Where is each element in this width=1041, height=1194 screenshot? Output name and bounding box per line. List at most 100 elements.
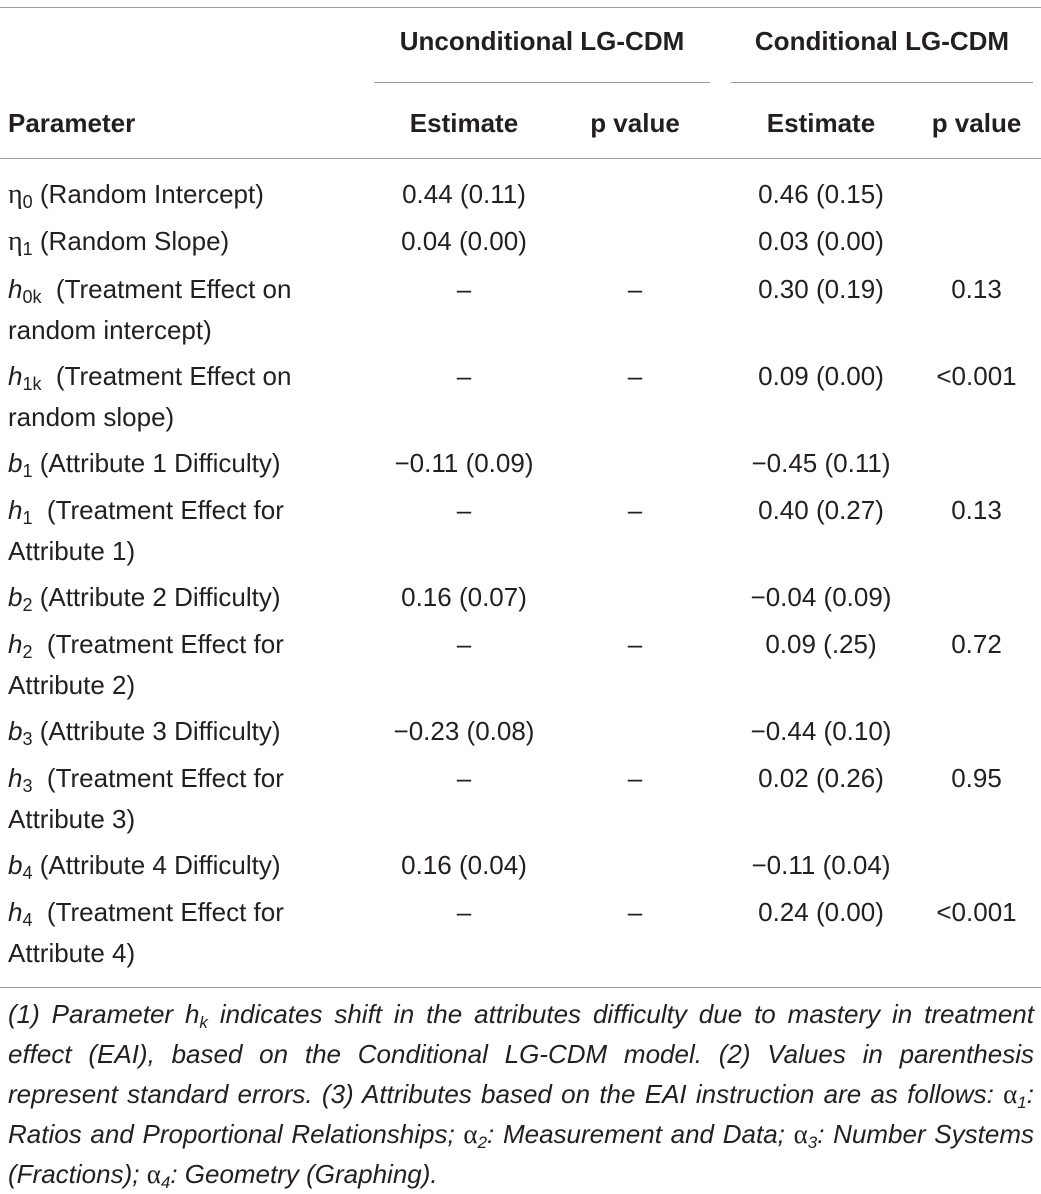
parameter-symbol-letter: b	[8, 850, 23, 880]
pvalue-conditional-cell: <0.001	[936, 897, 1017, 927]
parameter-symbol: b	[8, 850, 22, 881]
estimate-unconditional-cell: 0.16 (0.07)	[401, 582, 527, 612]
parameter-subscript: 1	[22, 239, 33, 259]
parameter-description: (Treatment Effect on random slope)	[8, 361, 299, 432]
parameter-subscript: 4	[22, 863, 33, 883]
parameter-symbol: h	[8, 274, 22, 305]
parameter-symbol-letter: h	[8, 274, 23, 304]
parameter-cell: b1 (Attribute 1 Difficulty)	[8, 443, 348, 484]
parameter-symbol: η	[8, 226, 23, 257]
parameter-cell: h2 (Treatment Effect for Attribute 2)	[8, 624, 348, 705]
estimate-unconditional-cell: −0.23 (0.08)	[393, 716, 535, 746]
estimate-conditional-cell: −0.45 (0.11)	[751, 448, 891, 478]
parameter-subscript: 4	[22, 910, 33, 930]
parameter-symbol-letter: h	[8, 897, 23, 927]
header-pvalue-unconditional: p value	[590, 108, 680, 138]
parameter-symbol: η	[8, 179, 23, 210]
parameter-symbol-letter: b	[8, 582, 23, 612]
alpha-symbol: α	[463, 1119, 478, 1149]
footnote-text: : Measurement and Data;	[487, 1119, 794, 1149]
estimate-conditional-cell: 0.09 (0.00)	[758, 361, 884, 391]
footnote-sub: 2	[477, 1133, 488, 1152]
parameter-symbol-letter: b	[8, 716, 23, 746]
alpha-symbol: α	[1003, 1079, 1018, 1109]
parameter-subscript: 1	[22, 461, 33, 481]
parameter-symbol: b	[8, 716, 22, 747]
parameter-symbol-letter: h	[8, 629, 23, 659]
estimate-conditional-cell: 0.30 (0.19)	[758, 274, 884, 304]
pvalue-unconditional-cell: –	[627, 763, 643, 793]
estimate-unconditional-cell: 0.44 (0.11)	[402, 179, 526, 209]
pvalue-unconditional-cell: –	[627, 495, 643, 525]
estimate-conditional-cell: 0.46 (0.15)	[758, 179, 884, 209]
parameter-symbol: h	[8, 495, 22, 526]
estimate-unconditional-cell: –	[456, 897, 472, 927]
estimate-conditional-cell: −0.11 (0.04)	[751, 850, 891, 880]
footnote-text: indicates shift in the attributes diffic…	[8, 999, 1034, 1109]
parameter-subscript: 2	[22, 595, 33, 615]
parameter-subscript: 1	[22, 508, 33, 528]
parameter-description: (Treatment Effect for Attribute 2)	[8, 629, 290, 700]
parameter-description: (Random Slope)	[32, 226, 230, 256]
estimate-unconditional-cell: –	[456, 274, 472, 304]
parameter-cell: b2 (Attribute 2 Difficulty)	[8, 577, 348, 618]
footnote-sub: 1	[1017, 1093, 1027, 1112]
estimate-conditional-cell: −0.44 (0.10)	[750, 716, 892, 746]
alpha-symbol: α	[146, 1159, 161, 1189]
parameter-description: (Treatment Effect for Attribute 3)	[8, 763, 290, 834]
parameter-description: (Attribute 2 Difficulty)	[32, 582, 281, 612]
parameter-cell: η0 (Random Intercept)	[8, 174, 348, 215]
parameter-symbol: h	[8, 897, 22, 928]
pvalue-conditional-cell: 0.13	[951, 495, 1002, 525]
parameter-symbol-letter: h	[8, 495, 23, 525]
parameter-subscript: 0	[22, 192, 33, 212]
estimate-conditional-cell: 0.24 (0.00)	[758, 897, 884, 927]
estimate-conditional-cell: 0.02 (0.26)	[758, 763, 884, 793]
parameter-subscript: 3	[22, 776, 33, 796]
conditional-group-rule	[731, 82, 1033, 83]
estimate-unconditional-cell: –	[456, 629, 472, 659]
header-pvalue-conditional: p value	[931, 108, 1022, 138]
parameter-symbol-letter: h	[8, 361, 23, 391]
pvalue-conditional-cell: <0.001	[936, 361, 1017, 391]
parameter-cell: h0k (Treatment Effect on random intercep…	[8, 269, 348, 350]
parameter-cell: h4 (Treatment Effect for Attribute 4)	[8, 892, 348, 973]
footnote-text: (1) Parameter h	[8, 999, 200, 1029]
pvalue-conditional-cell: 0.13	[951, 274, 1002, 304]
alpha-symbol: α	[793, 1119, 808, 1149]
header-parameter: Parameter	[8, 108, 136, 138]
estimate-conditional-cell: 0.09 (.25)	[765, 629, 877, 659]
unconditional-group-rule	[374, 82, 710, 83]
header-unconditional-group: Unconditional LG-CDM	[399, 26, 685, 56]
estimate-unconditional-cell: –	[456, 495, 472, 525]
header-conditional-group: Conditional LG-CDM	[754, 26, 1010, 56]
parameter-description: (Attribute 1 Difficulty)	[32, 448, 281, 478]
parameter-symbol: h	[8, 629, 22, 660]
parameter-symbol-letter: b	[8, 448, 23, 478]
pvalue-unconditional-cell: –	[627, 274, 643, 304]
pvalue-conditional-cell: 0.95	[951, 763, 1002, 793]
parameter-subscript: 1k	[22, 374, 42, 394]
header-rule	[0, 158, 1041, 159]
estimate-unconditional-cell: –	[456, 763, 472, 793]
estimate-conditional-cell: −0.04 (0.09)	[750, 582, 892, 612]
parameter-description: (Attribute 3 Difficulty)	[32, 716, 281, 746]
parameter-description: (Treatment Effect on random intercept)	[8, 274, 299, 345]
parameter-cell: h3 (Treatment Effect for Attribute 3)	[8, 758, 348, 839]
bottom-rule	[0, 987, 1041, 988]
footnote-sub: 4	[160, 1173, 171, 1192]
parameter-symbol: h	[8, 361, 22, 392]
pvalue-unconditional-cell: –	[627, 629, 643, 659]
footnote-sub: 3	[807, 1133, 818, 1152]
estimate-unconditional-cell: −0.11 (0.09)	[394, 448, 534, 478]
footnote-sub: k	[199, 1013, 208, 1032]
parameter-subscript: 3	[22, 729, 33, 749]
footnote-text: : Geometry (Graphing).	[170, 1159, 438, 1189]
pvalue-unconditional-cell: –	[627, 361, 643, 391]
pvalue-conditional-cell: 0.72	[951, 629, 1002, 659]
top-rule	[0, 7, 1041, 8]
estimate-conditional-cell: 0.40 (0.27)	[758, 495, 884, 525]
footnote-text: : Ratios and Proportional Relationships;	[8, 1079, 1034, 1149]
pvalue-unconditional-cell: –	[627, 897, 643, 927]
table-footnote: (1) Parameter hk indicates shift in the …	[8, 994, 1034, 1194]
